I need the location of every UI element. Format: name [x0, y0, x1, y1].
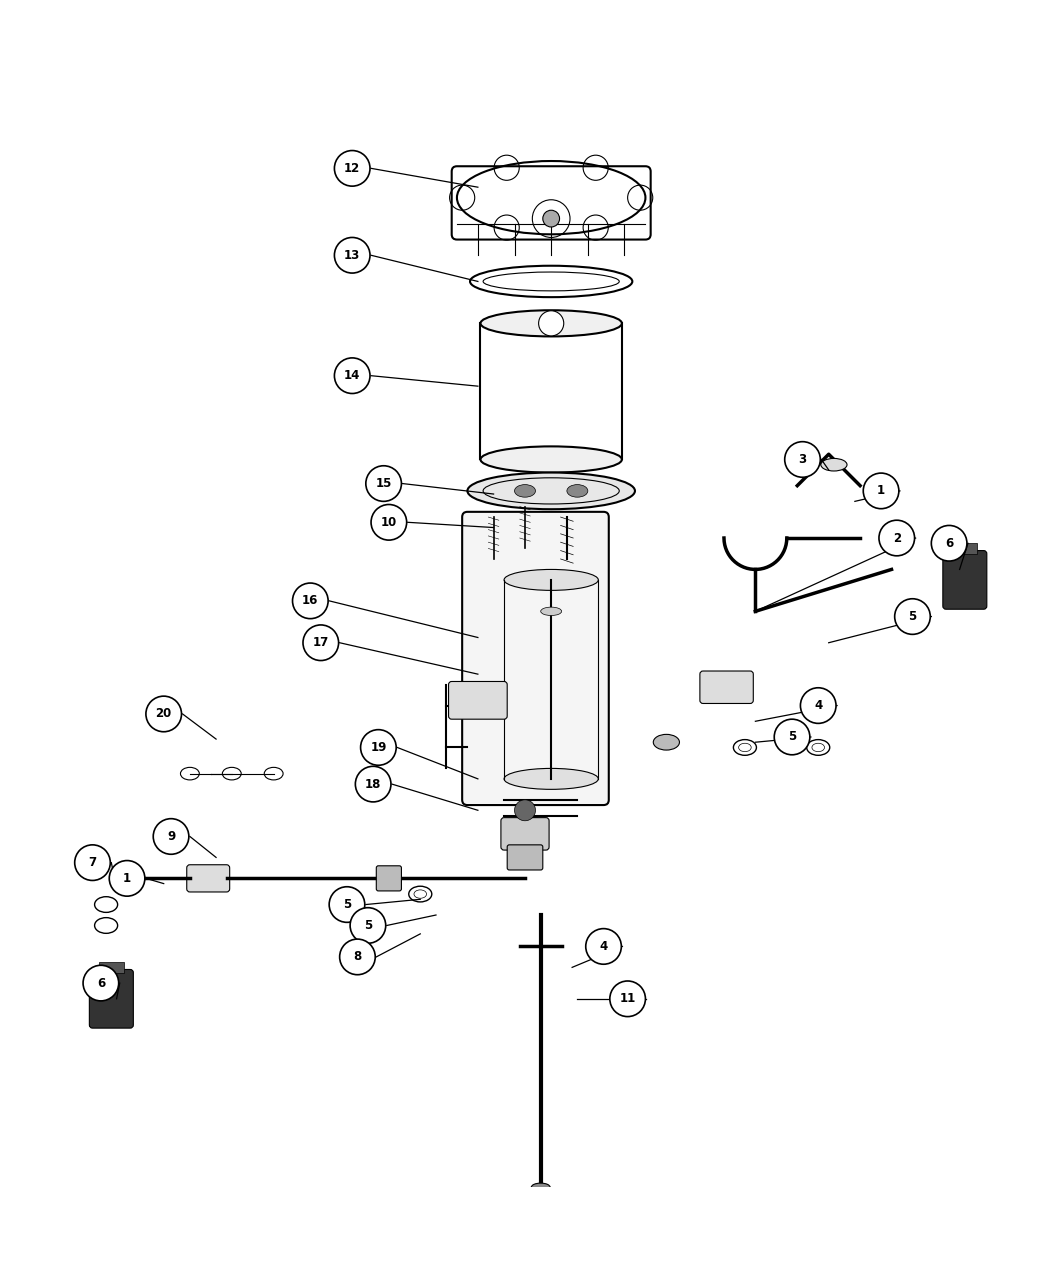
Ellipse shape: [481, 310, 622, 337]
Text: 15: 15: [376, 477, 392, 490]
Circle shape: [539, 311, 564, 335]
Text: 20: 20: [155, 708, 172, 720]
Circle shape: [774, 719, 810, 755]
Circle shape: [586, 928, 622, 964]
FancyBboxPatch shape: [952, 543, 978, 553]
Ellipse shape: [821, 459, 847, 470]
Text: 19: 19: [371, 741, 386, 754]
Circle shape: [365, 465, 401, 501]
Circle shape: [800, 687, 836, 723]
Circle shape: [610, 980, 646, 1016]
FancyBboxPatch shape: [448, 681, 507, 719]
Text: 1: 1: [123, 872, 131, 885]
Ellipse shape: [653, 734, 679, 750]
FancyBboxPatch shape: [187, 864, 230, 892]
Text: 7: 7: [88, 856, 97, 870]
FancyBboxPatch shape: [700, 671, 753, 704]
Circle shape: [339, 940, 375, 974]
Ellipse shape: [504, 769, 598, 789]
Text: 13: 13: [344, 249, 360, 261]
Circle shape: [784, 441, 820, 477]
Circle shape: [293, 583, 328, 618]
Text: 8: 8: [353, 950, 361, 964]
Circle shape: [146, 696, 182, 732]
Text: 11: 11: [620, 992, 635, 1005]
Ellipse shape: [567, 484, 588, 497]
Circle shape: [360, 729, 396, 765]
FancyBboxPatch shape: [943, 551, 987, 609]
Ellipse shape: [541, 607, 562, 616]
Text: 5: 5: [363, 919, 372, 932]
Ellipse shape: [504, 570, 598, 590]
Text: 6: 6: [97, 977, 105, 989]
Text: 14: 14: [344, 370, 360, 382]
Circle shape: [334, 237, 370, 273]
Text: 6: 6: [945, 537, 953, 550]
Text: 10: 10: [381, 516, 397, 529]
Circle shape: [931, 525, 967, 561]
Circle shape: [109, 861, 145, 896]
FancyBboxPatch shape: [89, 969, 133, 1028]
Text: 4: 4: [600, 940, 608, 952]
Text: 4: 4: [814, 699, 822, 711]
Ellipse shape: [531, 1183, 550, 1191]
Circle shape: [543, 210, 560, 227]
Text: 17: 17: [313, 636, 329, 649]
Text: 16: 16: [302, 594, 318, 607]
FancyBboxPatch shape: [507, 845, 543, 870]
Text: 5: 5: [788, 731, 796, 743]
Ellipse shape: [467, 473, 635, 509]
Circle shape: [83, 965, 119, 1001]
Text: 5: 5: [908, 609, 917, 623]
Circle shape: [303, 625, 338, 660]
Circle shape: [863, 473, 899, 509]
Text: 2: 2: [892, 532, 901, 544]
Text: 18: 18: [365, 778, 381, 790]
Circle shape: [329, 886, 364, 922]
Circle shape: [334, 358, 370, 394]
Circle shape: [879, 520, 915, 556]
Circle shape: [527, 817, 544, 834]
FancyBboxPatch shape: [462, 511, 609, 805]
FancyBboxPatch shape: [376, 866, 401, 891]
Circle shape: [371, 505, 406, 541]
Circle shape: [514, 799, 536, 821]
FancyBboxPatch shape: [501, 817, 549, 850]
Circle shape: [355, 766, 391, 802]
Text: 5: 5: [343, 898, 351, 912]
Text: 3: 3: [798, 453, 806, 465]
Text: 9: 9: [167, 830, 175, 843]
Text: 12: 12: [344, 162, 360, 175]
Circle shape: [153, 819, 189, 854]
Text: 1: 1: [877, 484, 885, 497]
Circle shape: [75, 845, 110, 881]
Ellipse shape: [481, 446, 622, 473]
Circle shape: [895, 599, 930, 635]
Ellipse shape: [514, 484, 536, 497]
Circle shape: [334, 150, 370, 186]
Circle shape: [350, 908, 385, 944]
FancyBboxPatch shape: [99, 963, 124, 973]
